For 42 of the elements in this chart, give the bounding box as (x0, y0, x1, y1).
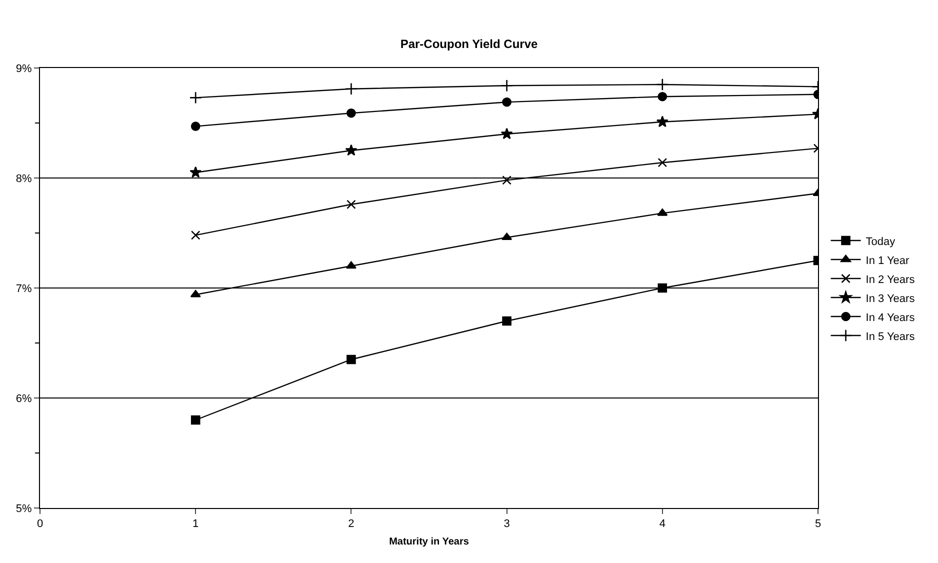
point (190, 415, 200, 425)
x-tick-label: 0 (36, 518, 44, 530)
point (656, 116, 668, 128)
point (502, 176, 512, 185)
point (656, 78, 669, 91)
legend-label: In 1 Year (866, 254, 910, 267)
legend-label: Today (866, 236, 896, 248)
point (346, 261, 356, 269)
point (502, 97, 512, 107)
y-tick-label: 8% (16, 172, 32, 185)
point (500, 128, 513, 140)
point (502, 232, 512, 240)
x-tick-label: 4 (659, 518, 666, 530)
point (346, 108, 356, 118)
point (344, 82, 358, 96)
chart-title: Par-Coupon Yield Curve (400, 36, 538, 51)
y-tick-label: 7% (16, 282, 32, 295)
legend-label: In 2 Years (866, 274, 916, 286)
point (500, 79, 514, 92)
point (658, 158, 668, 168)
point (502, 316, 512, 326)
point (658, 283, 668, 293)
x-tick-label: 5 (814, 518, 822, 530)
x-tick-label: 2 (348, 518, 354, 530)
point (190, 230, 200, 240)
point (346, 200, 356, 210)
y-tick-label: 5% (16, 502, 32, 515)
x-axis-title: Maturity in Years (389, 536, 470, 548)
legend-label: In 3 Years (866, 292, 916, 305)
point (190, 166, 202, 178)
point (345, 144, 358, 156)
point (190, 290, 201, 298)
x-tick-label: 3 (504, 518, 510, 530)
y-tick-label: 9% (16, 62, 32, 75)
legend-label: In 5 Years (866, 330, 916, 343)
x-tick-label: 1 (192, 518, 199, 530)
legend-label: In 4 Years (866, 312, 916, 324)
point (658, 92, 668, 102)
point (190, 122, 200, 131)
point (346, 354, 356, 364)
y-tick-label: 6% (16, 392, 32, 405)
point (189, 91, 202, 104)
